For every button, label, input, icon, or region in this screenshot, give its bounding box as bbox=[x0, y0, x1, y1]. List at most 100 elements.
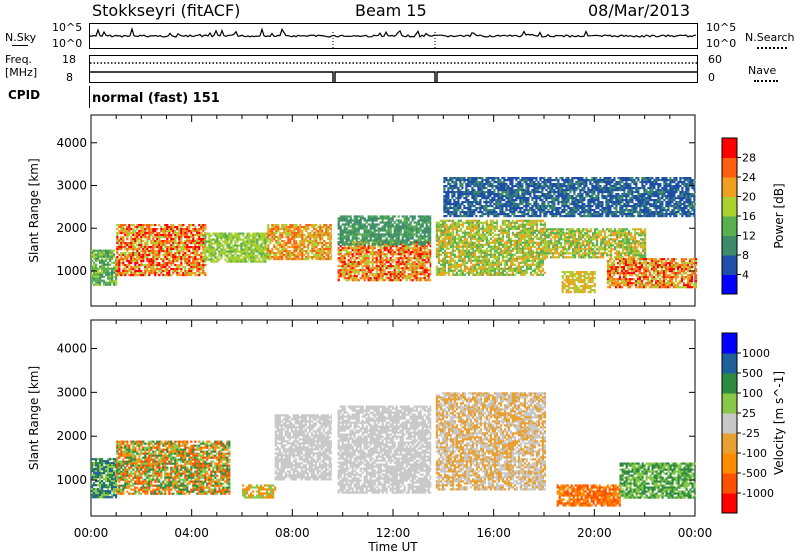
cell-band-4 bbox=[412, 275, 414, 277]
cell-band-5 bbox=[416, 233, 418, 235]
cell-band-4 bbox=[416, 265, 418, 267]
cell-band-4 bbox=[388, 273, 390, 275]
cell-band-1 bbox=[158, 254, 160, 256]
cell-band-6 bbox=[480, 250, 482, 252]
cell-band-2 bbox=[230, 237, 232, 239]
cell-band-4 bbox=[394, 253, 396, 255]
cell-band-3 bbox=[281, 224, 283, 226]
cell-band-4 bbox=[358, 273, 360, 275]
cell-band-5 bbox=[340, 241, 342, 243]
cell-band-5 bbox=[338, 227, 340, 229]
cell-band-6 bbox=[520, 258, 522, 260]
cell-band-7 bbox=[612, 230, 614, 232]
cell-band-4 bbox=[356, 261, 358, 263]
cell-band-3 bbox=[319, 250, 321, 252]
cell-band-1 bbox=[122, 240, 124, 242]
cell-band-1 bbox=[192, 264, 194, 266]
cell-band-6 bbox=[512, 240, 514, 242]
cell-band-7 bbox=[634, 246, 636, 248]
cell-band-5 bbox=[374, 243, 376, 245]
cell-band-6 bbox=[460, 266, 462, 268]
cell-band-6 bbox=[444, 228, 446, 230]
cell-band-3 bbox=[269, 254, 271, 256]
cell-band-7 bbox=[578, 248, 580, 250]
cell-band-2 bbox=[260, 233, 262, 235]
cell-band-2 bbox=[218, 253, 220, 255]
cell-band-6 bbox=[482, 230, 484, 232]
cell-band-4 bbox=[394, 271, 396, 273]
cell-band-5 bbox=[368, 233, 370, 235]
cell-band-6 bbox=[468, 232, 470, 234]
cell-band-3 bbox=[311, 234, 313, 236]
cell-band-5 bbox=[400, 229, 402, 231]
cell-band-6 bbox=[534, 222, 536, 224]
cell-band-2 bbox=[226, 241, 228, 243]
cell-band-1 bbox=[130, 238, 132, 240]
cell-band-5 bbox=[382, 229, 384, 231]
cell-band-7 bbox=[592, 248, 594, 250]
cell-band-5 bbox=[370, 229, 372, 231]
cell-band-6 bbox=[480, 270, 482, 272]
cell-band-6 bbox=[460, 252, 462, 254]
cell-band-5 bbox=[358, 219, 360, 221]
cell-band-5 bbox=[340, 235, 342, 237]
cell-band-6 bbox=[508, 226, 510, 228]
cell-band-6 bbox=[518, 240, 520, 242]
cell-band-4 bbox=[390, 277, 392, 279]
cell-band-7 bbox=[574, 254, 576, 256]
cell-band-7 bbox=[554, 246, 556, 248]
cell-band-5 bbox=[344, 217, 346, 219]
cell-band-7 bbox=[586, 254, 588, 256]
cell-band-6 bbox=[450, 266, 452, 268]
cell-band-2 bbox=[248, 243, 250, 245]
cell-band-4 bbox=[352, 269, 354, 271]
cell-band-0 bbox=[105, 270, 107, 272]
cell-band-1 bbox=[174, 232, 176, 234]
cell-band-3 bbox=[271, 240, 273, 242]
cell-band-4 bbox=[404, 269, 406, 271]
cell-band-6 bbox=[452, 234, 454, 236]
cell-band-7 bbox=[586, 232, 588, 234]
cell-band-1 bbox=[134, 254, 136, 256]
cell-band-1 bbox=[150, 260, 152, 262]
cell-band-6 bbox=[470, 252, 472, 254]
cell-band-6 bbox=[444, 262, 446, 264]
cell-band-1 bbox=[138, 242, 140, 244]
cell-band-4 bbox=[380, 271, 382, 273]
cell-band-1 bbox=[160, 244, 162, 246]
cell-band-2 bbox=[212, 261, 214, 263]
cell-band-0 bbox=[97, 278, 99, 280]
cell-band-6 bbox=[516, 258, 518, 260]
cell-band-7 bbox=[560, 234, 562, 236]
cell-band-3 bbox=[327, 246, 329, 248]
cell-band-6 bbox=[488, 262, 490, 264]
cell-band-7 bbox=[586, 252, 588, 254]
nsky-label: N.Sky bbox=[5, 31, 36, 44]
cell-band-1 bbox=[168, 252, 170, 254]
cell-band-5 bbox=[408, 237, 410, 239]
cell-band-6 bbox=[436, 224, 438, 226]
cell-band-3 bbox=[327, 256, 329, 258]
cell-band-3 bbox=[289, 240, 291, 242]
cell-band-5 bbox=[372, 233, 374, 235]
cell-band-4 bbox=[368, 251, 370, 253]
cell-band-4 bbox=[398, 261, 400, 263]
cell-band-3 bbox=[287, 234, 289, 236]
cell-band-4 bbox=[414, 271, 416, 273]
cell-band-6 bbox=[528, 266, 530, 268]
cell-band-1 bbox=[180, 230, 182, 232]
cell-band-6 bbox=[446, 230, 448, 232]
cell-band-6 bbox=[450, 232, 452, 234]
cell-band-6 bbox=[520, 238, 522, 240]
cell-band-6 bbox=[446, 238, 448, 240]
cell-band-3 bbox=[271, 224, 273, 226]
cell-band-1 bbox=[126, 238, 128, 240]
cell-band-3 bbox=[307, 252, 309, 254]
cell-band-1 bbox=[168, 258, 170, 260]
cell-band-4 bbox=[344, 259, 346, 261]
cell-band-1 bbox=[144, 252, 146, 254]
cell-band-6 bbox=[450, 252, 452, 254]
cell-band-1 bbox=[144, 254, 146, 256]
cell-band-5 bbox=[402, 221, 404, 223]
cell-band-7 bbox=[582, 248, 584, 250]
